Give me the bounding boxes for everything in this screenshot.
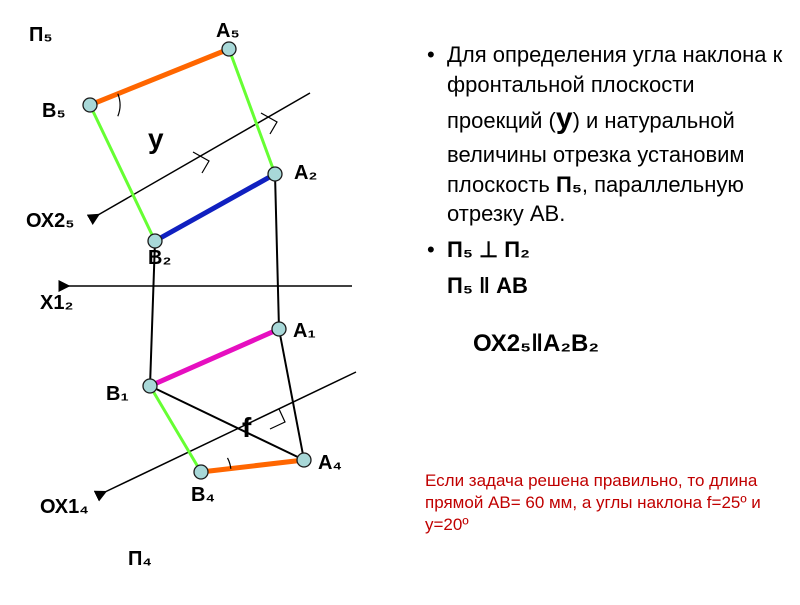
bullet1-y: у: [556, 102, 573, 135]
bullet-2: П₅ ⊥ П₂: [425, 235, 785, 265]
diagram-area: П₅ А₅ В₅ у А₂ ОХ2₅ В₂ Х1₂ А₁ В₁ f А₄ В₄ …: [0, 0, 420, 600]
summary-text: Если задача решена правильно, то длина п…: [425, 470, 785, 536]
bullet2-text: П₅ ⊥ П₂: [447, 237, 530, 262]
sub-1: П₅ ‖ АВ: [447, 271, 785, 301]
text-block: Для определения угла наклона к фронтальн…: [425, 40, 785, 361]
bullet-1: Для определения угла наклона к фронтальн…: [425, 40, 785, 229]
diagram-svg: [0, 0, 420, 600]
sub-2: ОХ2₅‖А₂В₂: [473, 328, 785, 360]
bullet1-p5: П₅: [556, 172, 582, 197]
